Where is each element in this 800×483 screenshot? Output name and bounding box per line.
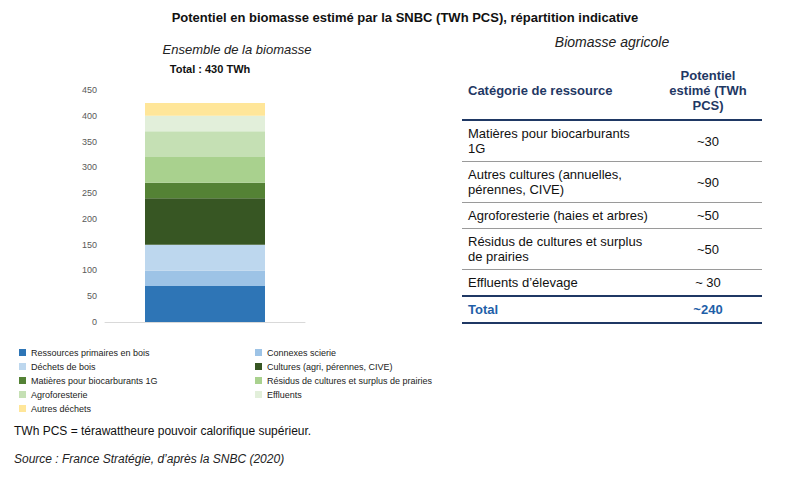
svg-text:50: 50: [87, 291, 97, 301]
svg-text:200: 200: [82, 214, 97, 224]
html-text:~90: ~90: [697, 174, 719, 190]
html-text:Agroforesterie (haies et arbre: Agroforesterie (haies et arbres): [468, 208, 648, 223]
html-text:~50: ~50: [697, 208, 719, 223]
html-text:~240: ~240: [693, 302, 723, 317]
svg-text:Résidus de cultures et surplus: Résidus de cultures et surplus de prairi…: [267, 376, 433, 386]
svg-text:Déchets de bois: Déchets de bois: [31, 362, 96, 372]
svg-text:Ensemble de la biomasse: Ensemble de la biomasse: [163, 42, 312, 57]
html-text:~50: ~50: [697, 241, 719, 257]
html-text:Biomasse agricole: Biomasse agricole: [554, 34, 670, 50]
svg-text:Autres déchets: Autres déchets: [31, 404, 92, 414]
html-text:Matières pour biocarburants 1G: Matières pour biocarburants 1G: [468, 126, 630, 156]
html-text:Total: Total: [468, 302, 499, 317]
svg-text:Potentiel en biomasse estimé p: Potentiel en biomasse estimé par la SNBC…: [172, 10, 639, 25]
svg-text:0: 0: [92, 317, 97, 327]
svg-text:Ressources primaires en bois: Ressources primaires en bois: [31, 348, 150, 358]
html-text:~30: ~30: [697, 133, 719, 149]
html-text:Source : France Stratégie, d’a: Source : France Stratégie, d’après la SN…: [14, 452, 285, 466]
svg-text:250: 250: [82, 188, 97, 198]
svg-text:Total : 430 TWh: Total : 430 TWh: [170, 63, 251, 75]
svg-text:Effluents: Effluents: [267, 390, 302, 400]
svg-text:Connexes scierie: Connexes scierie: [267, 348, 336, 358]
html-text:Autres cultures (annuelles, pé: Autres cultures (annuelles, pérennes, CI…: [468, 167, 622, 197]
html-text:Résidus de cultures et surplus: Résidus de cultures et surplus de prairi…: [468, 234, 643, 264]
html-text:Catégorie de ressource: Catégorie de ressource: [468, 83, 613, 98]
svg-text:100: 100: [82, 265, 97, 275]
html-text:TWh PCS = térawattheure pouvoi: TWh PCS = térawattheure pouvoir calorifi…: [14, 424, 312, 438]
svg-text:Agroforesterie: Agroforesterie: [31, 390, 88, 400]
svg-text:Matières pour biocarburants 1G: Matières pour biocarburants 1G: [31, 376, 158, 386]
svg-text:300: 300: [82, 162, 97, 172]
html-text:Potentiel estimé (TWh PCS): Potentiel estimé (TWh PCS): [669, 68, 747, 113]
svg-text:450: 450: [82, 85, 97, 95]
html-text:~ 30: ~ 30: [695, 275, 721, 290]
html-text:Effluents d’élevage: Effluents d’élevage: [468, 275, 578, 290]
svg-text:150: 150: [82, 240, 97, 250]
svg-text:350: 350: [82, 137, 97, 147]
svg-text:400: 400: [82, 111, 97, 121]
svg-text:Cultures (agri, pérennes, CIVE: Cultures (agri, pérennes, CIVE): [267, 362, 393, 372]
